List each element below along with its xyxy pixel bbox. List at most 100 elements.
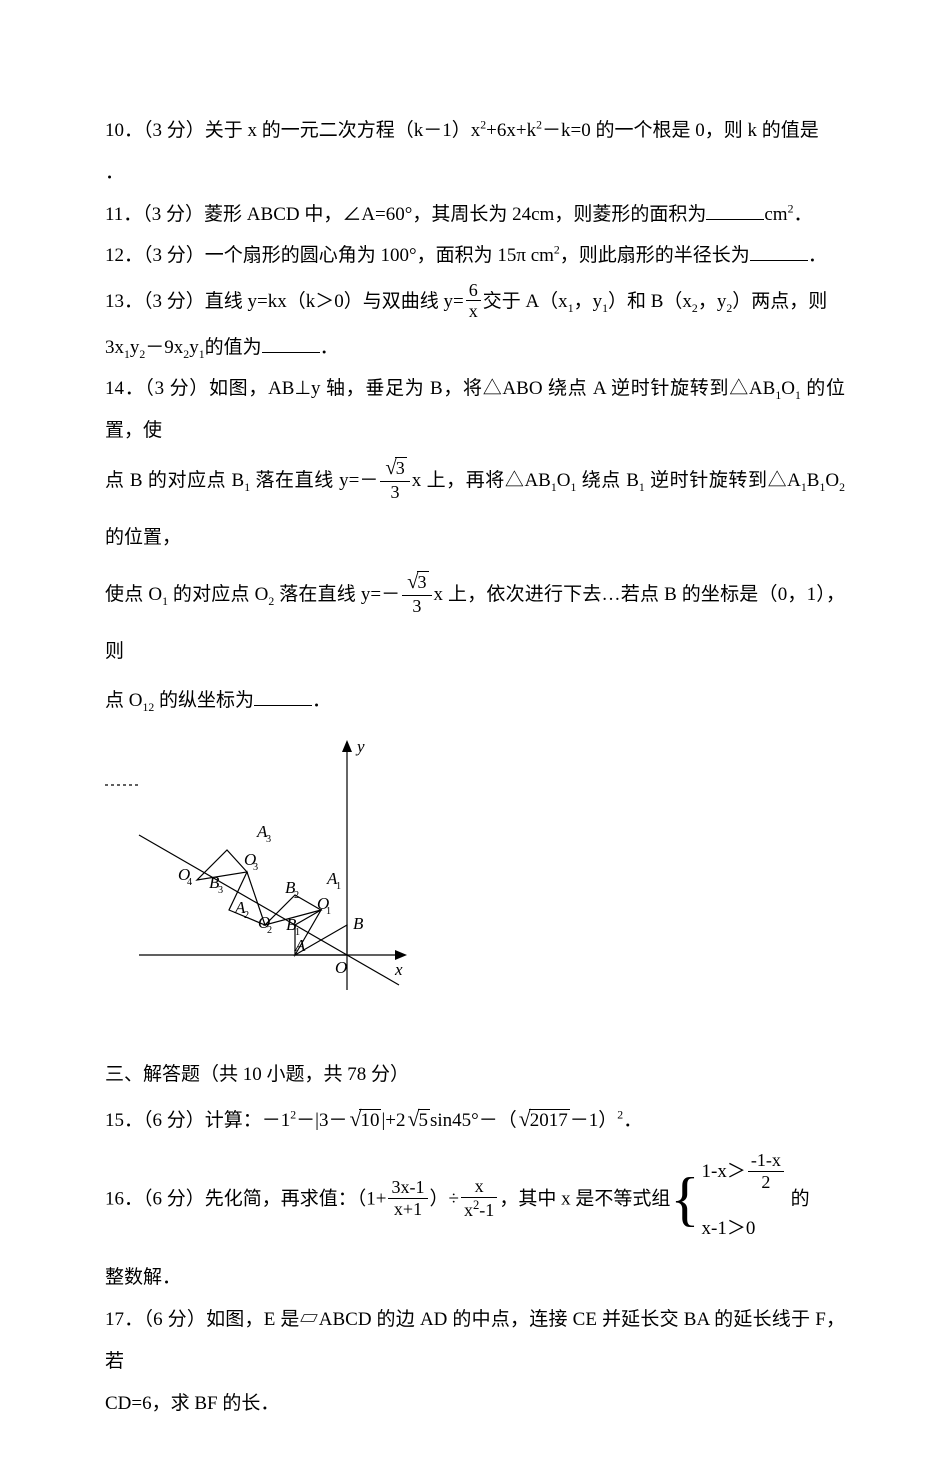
q14-td: 点 B 的对应点 B: [105, 470, 244, 491]
q16-ta: 16．（6 分）先化简，再求值：（1+: [105, 1189, 386, 1210]
svg-text:O: O: [335, 958, 347, 977]
q16-tc: ，其中 x 是不等式组: [499, 1189, 670, 1210]
q14-tn: 的对应点 O: [168, 584, 268, 605]
q13-frac-6x: 6x: [466, 280, 481, 323]
q14-sq: 12: [142, 701, 154, 714]
q10-text-c: －k=0 的一个根是 0，则 k 的值是: [542, 120, 819, 141]
q14-tk: O: [825, 470, 839, 491]
svg-text:2: 2: [294, 890, 299, 901]
question-16: 16．（6 分）先化简，再求值：（1+3x-1x+1）÷xx2-1，其中 x 是…: [105, 1143, 845, 1257]
frac-den: 3: [402, 596, 431, 617]
svg-text:A: A: [294, 936, 306, 955]
q12-text-a: 12．（3 分）一个扇形的圆心角为 100°，面积为 15π cm: [105, 245, 554, 266]
question-12: 12．（3 分）一个扇形的圆心角为 100°，面积为 15π cm2，则此扇形的…: [105, 235, 845, 277]
question-11: 11．（3 分）菱形 ABCD 中，∠A=60°，其周长为 24cm，则菱形的面…: [105, 194, 845, 236]
svg-text:4: 4: [187, 877, 192, 888]
q10-text-a: 10．（3 分）关于 x 的一元二次方程（k－1）x: [105, 120, 480, 141]
svg-text:1: 1: [326, 906, 331, 917]
q14-tj: B: [807, 470, 820, 491]
sqrt10-icon: √10: [347, 1095, 381, 1143]
question-17b: CD=6，求 BF 的长．: [105, 1383, 845, 1425]
svg-text:2: 2: [244, 910, 249, 921]
q14-tm: 使点 O: [105, 584, 162, 605]
q14-tr: 的纵坐标为: [154, 690, 254, 711]
q14-tq: 点 O: [105, 690, 142, 711]
q12-blank: [750, 240, 808, 262]
frac-ineq1: -1-x2: [748, 1150, 784, 1193]
q14-tg: O: [557, 470, 571, 491]
svg-text:3: 3: [218, 885, 223, 896]
svg-text:2: 2: [267, 925, 272, 936]
inequality-system: {1-x＞-1-x2x-1＞0: [670, 1143, 786, 1257]
sqrt-icon: √3: [405, 571, 428, 595]
svg-text:3: 3: [266, 834, 271, 845]
q15-te: －1）: [570, 1110, 618, 1131]
q12-text-c: ．: [808, 245, 827, 266]
frac-sqrt3-3a: √33: [380, 457, 409, 503]
q11-text-b: cm: [764, 204, 787, 225]
frac-den: x: [466, 301, 481, 322]
q13-text-k: 的值为: [205, 337, 262, 358]
question-13b: 3x1y2－9x2y1的值为．: [105, 327, 845, 369]
q16-td: 的: [786, 1189, 810, 1210]
frac-num: √3: [402, 571, 431, 596]
question-14d: 点 O12 的纵坐标为 ．: [105, 680, 845, 722]
left-brace-icon: {: [670, 1173, 699, 1228]
frac-den: 3: [380, 482, 409, 503]
question-14b: 点 B 的对应点 B1 落在直线 y=－√33x 上，再将△AB1O1 绕点 B…: [105, 452, 845, 566]
q13-text-l: ．: [320, 337, 339, 358]
q13-text-b: 交于 A（x: [483, 291, 568, 312]
svg-text:1: 1: [295, 927, 300, 938]
frac-num: 3x-1: [388, 1177, 427, 1199]
q15-tc: |+2: [381, 1110, 405, 1131]
q13-text-d: ）和 B（x: [608, 291, 692, 312]
question-10-tail: ．: [105, 152, 845, 194]
q14-to: 落在直线 y=－: [274, 584, 400, 605]
q13-text-a: 13．（3 分）直线 y=kx（k＞0）与双曲线 y=: [105, 291, 464, 312]
question-13: 13．（3 分）直线 y=kx（k＞0）与双曲线 y=6x交于 A（x1，y1）…: [105, 277, 845, 326]
svg-text:y: y: [355, 737, 365, 756]
question-10: 10．（3 分）关于 x 的一元二次方程（k－1）x2+6x+k2－k=0 的一…: [105, 110, 845, 152]
q15-tf: ．: [623, 1110, 642, 1131]
q14-tl: 的位置，: [105, 527, 181, 548]
q13-text-j: y: [189, 337, 199, 358]
frac-3xm1: 3x-1x+1: [388, 1177, 427, 1220]
svg-text:x: x: [394, 960, 403, 979]
frac-num: 6: [466, 280, 481, 302]
q13-text-f: ）两点，则: [732, 291, 827, 312]
sqrt-icon: √3: [383, 457, 406, 481]
frac-sqrt3-3b: √33: [402, 571, 431, 617]
svg-text:3: 3: [253, 862, 258, 873]
svg-text:B: B: [353, 914, 364, 933]
q11-text-c: ．: [793, 204, 812, 225]
question-16b: 整数解．: [105, 1257, 845, 1299]
q10-text-b: +6x+k: [486, 120, 536, 141]
q15-ta: 15．（6 分）计算：－1: [105, 1110, 290, 1131]
q11-text-a: 11．（3 分）菱形 ABCD 中，∠A=60°，其周长为 24cm，则菱形的面…: [105, 204, 706, 225]
q14-blank: [254, 684, 312, 706]
q10-period: ．: [105, 162, 124, 183]
q14-te: 落在直线 y=－: [250, 470, 378, 491]
q14-ts: ．: [312, 690, 331, 711]
sqrt5-icon: √5: [406, 1095, 431, 1143]
q13-text-c: ，y: [574, 291, 603, 312]
q15-tb: －|3－: [296, 1110, 347, 1131]
question-14c: 使点 O1 的对应点 O2 落在直线 y=－√33x 上，依次进行下去…若点 B…: [105, 566, 845, 680]
frac-den: 2: [748, 1172, 784, 1193]
q14-tb: O: [781, 378, 795, 399]
q14-ta: 14．（3 分）如图，AB⊥y 轴，垂足为 B，将△ABO 绕点 A 逆时针旋转…: [105, 378, 775, 399]
q13-text-g: 3x: [105, 337, 124, 358]
sqrt2017-icon: √2017: [517, 1095, 570, 1143]
q13-text-h: y: [130, 337, 140, 358]
frac-num: √3: [380, 457, 409, 482]
q14-tf: x 上，再将△AB: [412, 470, 551, 491]
question-17a: 17．（6 分）如图，E 是▱ABCD 的边 AD 的中点，连接 CE 并延长交…: [105, 1299, 845, 1383]
q14-diagram: yxOBAO1B1A1O2B2A2O3B3A3O4: [99, 730, 845, 1026]
frac-num: x: [461, 1176, 497, 1198]
q15-td: sin45°－（: [430, 1110, 517, 1131]
frac-x-x2m1: xx2-1: [461, 1176, 497, 1221]
q16-tb: ）÷: [430, 1189, 459, 1210]
section-3-heading: 三、解答题（共 10 小题，共 78 分）: [105, 1054, 845, 1096]
frac-num: -1-x: [748, 1150, 784, 1172]
q13-text-e: ，y: [698, 291, 727, 312]
